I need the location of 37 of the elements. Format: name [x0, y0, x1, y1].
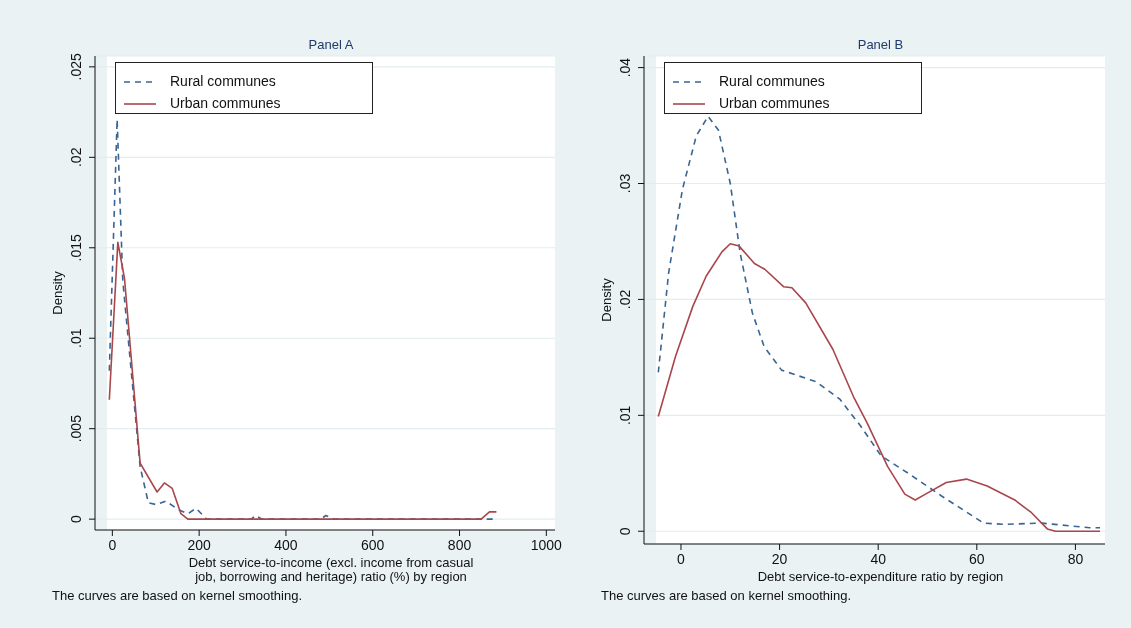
text: The curves are based on kernel smoothing.: [601, 588, 852, 603]
x-tick-label: 600: [361, 537, 385, 553]
legend-label: Rural communes: [170, 72, 276, 89]
y-axis-title: Density: [49, 270, 65, 315]
line-series: [657, 115, 1101, 529]
chart-title: Panel A: [307, 37, 355, 52]
y-tick-label: .04: [617, 57, 633, 78]
line-series: [657, 242, 1101, 533]
y-tick-label: 0: [68, 515, 84, 524]
line-series: [108, 241, 498, 520]
legend-label: Urban communes: [719, 94, 830, 111]
x-tick-label: 80: [1067, 551, 1084, 567]
x-axis-title: Debt service-to-expenditure ratio by region: [756, 569, 1005, 584]
y-tick-label: .01: [68, 328, 84, 348]
y-tick-label: .02: [617, 289, 633, 310]
x-tick-label: 20: [771, 551, 788, 567]
y-axis-title: Density: [598, 277, 614, 322]
x-tick-label: 200: [187, 537, 212, 553]
y-tick-label: 0: [617, 527, 633, 536]
y-tick-label: .015: [68, 233, 84, 262]
text: The curves are based on kernel smoothing.: [52, 588, 303, 603]
x-tick-label: 800: [447, 537, 472, 553]
y-tick-label: .03: [617, 173, 633, 194]
legend-label: Rural communes: [719, 72, 825, 89]
x-tick-label: 60: [969, 551, 985, 567]
x-axis-title: Debt service-to-income (excl. income from casual job, borrowing and heritage) ratio (%) by region: [187, 555, 475, 584]
x-tick-label: 0: [677, 551, 686, 567]
y-tick-label: .02: [68, 147, 84, 168]
x-tick-label: 0: [108, 537, 117, 553]
x-tick-label: 400: [274, 537, 298, 553]
chart-title: Panel B: [856, 37, 905, 52]
y-tick-label: .005: [68, 414, 84, 443]
legend-label: Urban communes: [170, 94, 281, 111]
y-tick-label: .01: [617, 405, 633, 426]
y-tick-label: .025: [68, 53, 84, 81]
x-tick-label: 40: [870, 551, 887, 567]
x-tick-label: 1000: [530, 537, 563, 553]
